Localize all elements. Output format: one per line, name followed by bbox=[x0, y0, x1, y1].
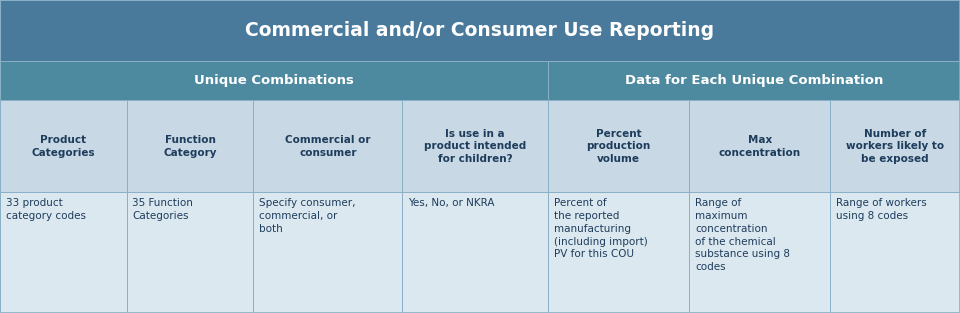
Bar bbox=[0, 192, 127, 313]
Bar bbox=[402, 100, 548, 192]
Text: Max
concentration: Max concentration bbox=[719, 135, 801, 157]
Text: Function
Category: Function Category bbox=[163, 135, 217, 157]
Text: Product
Categories: Product Categories bbox=[32, 135, 95, 157]
Text: Specify consumer,
commercial, or
both: Specify consumer, commercial, or both bbox=[259, 198, 356, 234]
Text: Commercial or
consumer: Commercial or consumer bbox=[285, 135, 371, 157]
Text: Range of
maximum
concentration
of the chemical
substance using 8
codes: Range of maximum concentration of the ch… bbox=[695, 198, 790, 272]
Bar bbox=[830, 192, 960, 313]
Text: Commercial and/or Consumer Use Reporting: Commercial and/or Consumer Use Reporting bbox=[246, 21, 714, 40]
Text: Percent
production
volume: Percent production volume bbox=[587, 129, 651, 164]
Text: Range of workers
using 8 codes: Range of workers using 8 codes bbox=[836, 198, 927, 221]
Bar bbox=[548, 100, 689, 192]
Text: Unique Combinations: Unique Combinations bbox=[194, 74, 354, 87]
Text: 35 Function
Categories: 35 Function Categories bbox=[132, 198, 193, 221]
Bar bbox=[253, 192, 402, 313]
Text: Number of
workers likely to
be exposed: Number of workers likely to be exposed bbox=[846, 129, 945, 164]
Bar bbox=[830, 100, 960, 192]
Bar bbox=[548, 192, 689, 313]
Bar bbox=[127, 192, 253, 313]
Bar bbox=[0, 100, 127, 192]
Bar bbox=[127, 100, 253, 192]
Bar bbox=[689, 192, 830, 313]
Bar bbox=[548, 61, 960, 100]
Bar bbox=[402, 192, 548, 313]
Text: Percent of
the reported
manufacturing
(including import)
PV for this COU: Percent of the reported manufacturing (i… bbox=[554, 198, 648, 259]
Text: 33 product
category codes: 33 product category codes bbox=[6, 198, 85, 221]
Bar bbox=[0, 0, 960, 61]
Text: Yes, No, or NKRA: Yes, No, or NKRA bbox=[408, 198, 494, 208]
Text: Is use in a
product intended
for children?: Is use in a product intended for childre… bbox=[424, 129, 526, 164]
Text: Data for Each Unique Combination: Data for Each Unique Combination bbox=[625, 74, 883, 87]
Bar bbox=[689, 100, 830, 192]
Bar bbox=[0, 61, 548, 100]
Bar bbox=[253, 100, 402, 192]
